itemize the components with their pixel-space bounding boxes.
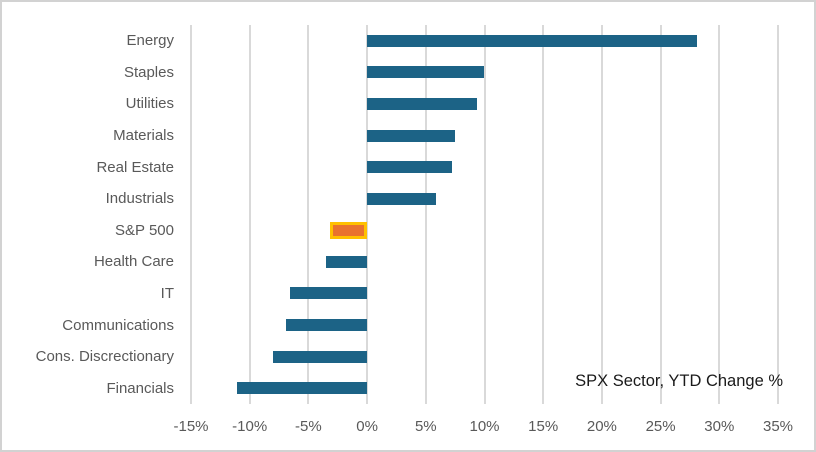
bar: [286, 319, 368, 332]
x-axis-tick-label: 15%: [528, 418, 559, 435]
gridline: [777, 25, 779, 404]
gridline: [542, 25, 545, 404]
x-axis-tick-label: 20%: [586, 418, 617, 435]
chart-title: SPX Sector, YTD Change %: [575, 372, 783, 390]
x-axis-tick-label: 10%: [469, 418, 500, 435]
gridline: [659, 25, 662, 404]
bar: [367, 129, 456, 142]
bar: [367, 66, 485, 79]
category-label: S&P 500: [115, 221, 174, 239]
gridline: [718, 25, 721, 404]
bar-highlighted: [329, 221, 368, 239]
bar: [273, 350, 368, 363]
bar: [367, 97, 478, 110]
category-label: Staples: [123, 63, 174, 81]
bar: [289, 287, 368, 300]
category-label: Energy: [126, 32, 174, 50]
category-label: Health Care: [93, 253, 174, 271]
x-axis-tick-label: -15%: [173, 418, 209, 435]
bar: [326, 255, 368, 268]
bar: [236, 382, 368, 395]
gridline: [307, 25, 310, 404]
category-label: Financials: [106, 379, 174, 397]
bar: [367, 192, 437, 205]
x-axis-tick-label: -10%: [232, 418, 268, 435]
category-label: Industrials: [105, 190, 174, 208]
bar: [367, 161, 452, 174]
gridline: [366, 25, 369, 404]
category-axis: Energy Staples Utilities Materials Real Esta…: [2, 25, 183, 404]
plot-area: [190, 25, 779, 404]
gridline: [424, 25, 427, 404]
x-axis-tick-label: 25%: [645, 418, 676, 435]
x-axis-tick-label: 5%: [414, 418, 437, 435]
x-axis-tick-label: 0%: [356, 418, 378, 435]
x-axis-tick-label: -5%: [295, 418, 322, 435]
gridline: [600, 25, 603, 404]
x-axis-tick-label: 35%: [762, 418, 794, 435]
category-label: Communications: [62, 316, 174, 334]
x-axis-tick-label: 30%: [704, 418, 735, 435]
gridline: [483, 25, 486, 404]
bar: [367, 34, 697, 47]
category-label: Utilities: [125, 95, 174, 113]
x-axis: -15% -10% -5% 0% 5% 10% 15% 20% 25% 30% 35%: [173, 418, 793, 442]
gridline: [190, 25, 192, 404]
category-label: Materials: [113, 127, 174, 145]
category-label: IT: [160, 284, 174, 302]
category-label: Cons. Discrectionary: [35, 348, 174, 366]
gridline: [248, 25, 251, 404]
category-label: Real Estate: [96, 158, 174, 176]
